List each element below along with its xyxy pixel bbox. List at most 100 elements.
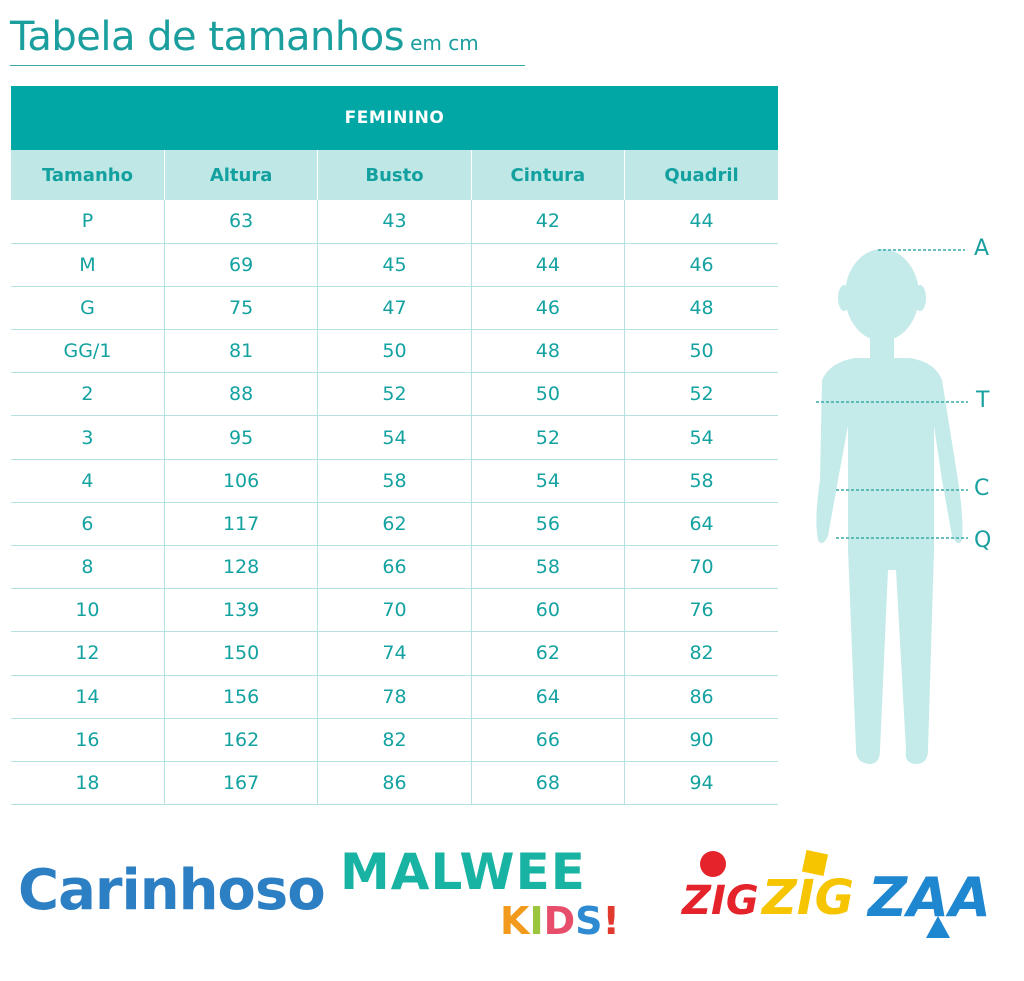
label-c: C <box>974 476 990 501</box>
table-cell-busto: 86 <box>317 761 472 806</box>
zig-word-red: ZIG <box>682 878 759 924</box>
malwee-wordmark: MALWEE <box>340 843 586 901</box>
kids-wordmark: KIDS! <box>500 900 640 942</box>
table-cell-busto: 62 <box>317 502 472 547</box>
kids-letter: S <box>575 899 603 943</box>
table-cell-altura: 63 <box>164 200 319 244</box>
table-cell-busto: 78 <box>317 675 472 719</box>
table-cell-cintura: 60 <box>471 588 626 633</box>
label-q: Q <box>974 528 992 553</box>
table-cell-altura: 117 <box>164 502 319 547</box>
table-cell-cintura: 48 <box>471 329 626 374</box>
table-cell-quadril: 46 <box>624 243 778 287</box>
table-cell-cintura: 52 <box>471 415 626 460</box>
table-cell-busto: 54 <box>317 415 472 460</box>
carinhoso-logo: Carinhoso <box>18 858 326 923</box>
table-cell-altura: 162 <box>164 718 319 762</box>
zigzigzaa-logo: ZIG ZIG ZAA <box>680 850 1010 950</box>
zigzigzaa-shapes <box>700 850 950 938</box>
malwee-kids-logo: MALWEE KIDS! <box>340 846 640 942</box>
table-cell-quadril: 70 <box>624 545 778 590</box>
table-cell-tamanho: 6 <box>11 502 165 547</box>
table-cell-quadril: 64 <box>624 502 778 547</box>
table-row: 14 156 78 64 86 <box>11 675 778 719</box>
table-row: 16 162 82 66 90 <box>11 718 778 762</box>
col-altura: Altura <box>164 150 319 200</box>
table-cell-tamanho: 14 <box>11 675 165 719</box>
kids-letter: I <box>529 899 544 943</box>
table-cell-quadril: 76 <box>624 588 778 633</box>
table-cell-quadril: 58 <box>624 459 778 503</box>
table-row: G 75 47 46 48 <box>11 286 778 331</box>
red-dot-icon <box>700 851 726 877</box>
table-cell-altura: 95 <box>164 415 319 460</box>
col-tamanho: Tamanho <box>11 150 165 200</box>
table-row: M 69 45 44 46 <box>11 243 778 287</box>
table-cell-tamanho: 4 <box>11 459 165 503</box>
col-quadril: Quadril <box>624 150 778 200</box>
table-cell-quadril: 44 <box>624 200 778 244</box>
table-cell-quadril: 94 <box>624 761 778 806</box>
kids-letter: K <box>500 899 530 943</box>
table-cell-cintura: 66 <box>471 718 626 762</box>
table-row: 10 139 70 60 76 <box>11 588 778 633</box>
table-cell-busto: 82 <box>317 718 472 762</box>
table-cell-tamanho: 8 <box>11 545 165 590</box>
table-cell-cintura: 46 <box>471 286 626 331</box>
table-row: 2 88 52 50 52 <box>11 372 778 417</box>
table-cell-tamanho: P <box>11 200 165 244</box>
table-cell-busto: 58 <box>317 459 472 503</box>
table-cell-busto: 74 <box>317 631 472 676</box>
table-cell-altura: 75 <box>164 286 319 331</box>
label-a: A <box>974 236 990 261</box>
zaa-word-blue: ZAA <box>868 866 991 929</box>
yellow-square-icon <box>801 850 829 877</box>
table-cell-busto: 66 <box>317 545 472 590</box>
title-text: Tabela de tamanhos <box>10 14 405 60</box>
table-cell-quadril: 82 <box>624 631 778 676</box>
column-header-row: Tamanho Altura Busto Cintura Quadril <box>11 150 778 200</box>
table-row: GG/1 81 50 48 50 <box>11 329 778 374</box>
table-row: 8 128 66 58 70 <box>11 545 778 590</box>
table-row: 4 106 58 54 58 <box>11 459 778 503</box>
child-silhouette <box>816 249 963 765</box>
table-cell-cintura: 42 <box>471 200 626 244</box>
size-table: FEMININO Tamanho Altura Busto Cintura Qu… <box>11 86 778 806</box>
table-cell-tamanho: GG/1 <box>11 329 165 374</box>
table-cell-altura: 139 <box>164 588 319 633</box>
table-cell-cintura: 64 <box>471 675 626 719</box>
table-cell-busto: 43 <box>317 200 472 244</box>
table-cell-altura: 150 <box>164 631 319 676</box>
table-cell-busto: 45 <box>317 243 472 287</box>
table-cell-cintura: 54 <box>471 459 626 503</box>
table-row: 12 150 74 62 82 <box>11 631 778 676</box>
table-row: 18 167 86 68 94 <box>11 761 778 806</box>
table-cell-busto: 47 <box>317 286 472 331</box>
table-cell-tamanho: G <box>11 286 165 331</box>
table-cell-altura: 88 <box>164 372 319 417</box>
table-row: 6 117 62 56 64 <box>11 502 778 547</box>
table-row: 3 95 54 52 54 <box>11 415 778 460</box>
table-cell-tamanho: 16 <box>11 718 165 762</box>
kids-letter: D <box>543 899 576 943</box>
table-row: P 63 43 42 44 <box>11 200 778 244</box>
table-cell-tamanho: M <box>11 243 165 287</box>
table-cell-quadril: 86 <box>624 675 778 719</box>
table-cell-busto: 50 <box>317 329 472 374</box>
child-silhouette-figure <box>816 249 968 765</box>
table-cell-cintura: 56 <box>471 502 626 547</box>
table-cell-cintura: 68 <box>471 761 626 806</box>
col-busto: Busto <box>317 150 472 200</box>
table-cell-busto: 52 <box>317 372 472 417</box>
table-cell-tamanho: 12 <box>11 631 165 676</box>
zig-word-yellow: ZIG <box>762 870 855 926</box>
col-cintura: Cintura <box>471 150 626 200</box>
table-cell-cintura: 62 <box>471 631 626 676</box>
blue-triangle-icon <box>926 916 950 938</box>
table-cell-cintura: 50 <box>471 372 626 417</box>
kids-letter: ! <box>602 899 620 943</box>
table-cell-tamanho: 2 <box>11 372 165 417</box>
table-cell-tamanho: 10 <box>11 588 165 633</box>
table-cell-altura: 106 <box>164 459 319 503</box>
table-cell-altura: 69 <box>164 243 319 287</box>
